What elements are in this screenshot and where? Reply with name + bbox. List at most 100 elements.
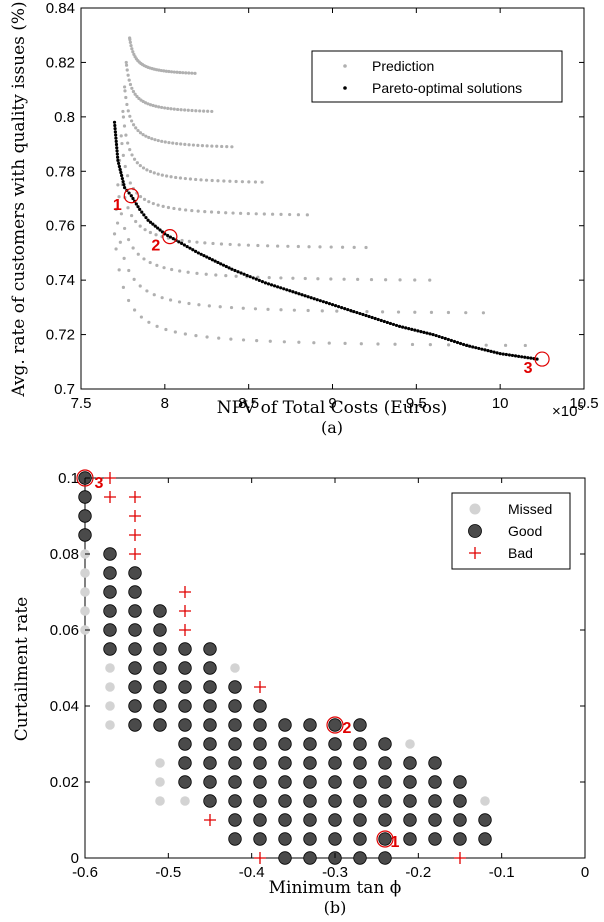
- pareto-point: [113, 127, 117, 131]
- bad-point: [254, 852, 266, 864]
- missed-point: [180, 796, 190, 806]
- good-point: [153, 680, 167, 694]
- prediction-point: [188, 177, 193, 181]
- good-point: [478, 813, 492, 827]
- pareto-point: [355, 310, 359, 315]
- chart-a-legend-box: [311, 50, 563, 103]
- prediction-point: [121, 153, 125, 157]
- prediction-point: [132, 277, 136, 281]
- chart-b-xtick-label: -0.4: [239, 864, 265, 881]
- chart-a-ytick-label: 0.74: [46, 272, 75, 289]
- good-point: [303, 794, 317, 808]
- prediction-point: [161, 204, 165, 208]
- good-point: [203, 699, 217, 713]
- prediction-point: [205, 335, 209, 339]
- prediction-point: [145, 168, 149, 172]
- prediction-point: [160, 139, 164, 143]
- prediction-point: [122, 124, 127, 128]
- good-point: [153, 642, 167, 656]
- prediction-point: [128, 82, 133, 87]
- prediction-point: [138, 224, 142, 228]
- prediction-point: [174, 175, 178, 180]
- good-point: [253, 794, 267, 808]
- good-point: [103, 642, 117, 656]
- prediction-point: [133, 92, 137, 96]
- prediction-point: [234, 274, 238, 278]
- good-point: [303, 851, 317, 865]
- prediction-point: [320, 309, 324, 313]
- pareto-point: [526, 356, 530, 360]
- good-point: [403, 813, 417, 827]
- prediction-point: [138, 284, 142, 288]
- prediction-point: [186, 270, 190, 274]
- prediction-point: [196, 209, 200, 213]
- missed-point: [105, 720, 115, 730]
- good-point: [203, 737, 217, 751]
- prediction-point: [253, 307, 258, 311]
- prediction-point: [170, 267, 174, 272]
- pareto-point: [205, 255, 209, 259]
- good-point: [303, 813, 317, 827]
- pareto-point: [185, 244, 189, 249]
- missed-point: [80, 606, 90, 616]
- prediction-point: [126, 206, 130, 210]
- pareto-point: [309, 296, 313, 300]
- pareto-point: [114, 133, 118, 137]
- prediction-point: [224, 274, 228, 278]
- chart-b-xtick-label: -0.3: [322, 864, 348, 881]
- good-point: [178, 756, 192, 770]
- prediction-point: [156, 138, 160, 143]
- pareto-point: [216, 260, 220, 265]
- good-point: [303, 832, 317, 846]
- prediction-point: [183, 142, 187, 146]
- pareto-point: [127, 191, 131, 195]
- bad-point: [204, 814, 216, 826]
- pareto-point: [213, 259, 217, 263]
- prediction-point: [114, 207, 118, 211]
- prediction-point: [523, 343, 527, 348]
- pareto-point: [428, 332, 432, 336]
- good-point: [403, 775, 417, 789]
- pareto-point: [391, 322, 396, 327]
- pareto-point: [114, 136, 118, 140]
- prediction-point: [169, 175, 173, 179]
- pareto-point: [397, 324, 402, 329]
- missed-point: [80, 587, 90, 597]
- prediction-point: [131, 123, 136, 127]
- prediction-point: [128, 148, 132, 152]
- prediction-point: [127, 268, 131, 273]
- prediction-point: [266, 244, 270, 248]
- pareto-point: [263, 281, 268, 285]
- bad-point: [254, 681, 266, 693]
- good-point: [328, 832, 342, 846]
- prediction-point: [205, 144, 209, 148]
- pareto-point: [498, 352, 502, 356]
- good-point: [153, 604, 167, 618]
- prediction-point: [484, 343, 488, 347]
- missed-point: [405, 739, 415, 749]
- prediction-point: [247, 180, 251, 184]
- legend-pareto-label: Pareto-optimal solutions: [372, 80, 522, 96]
- prediction-point: [118, 240, 122, 244]
- pareto-point: [257, 278, 261, 282]
- prediction-point: [266, 307, 270, 311]
- good-point: [378, 775, 392, 789]
- prediction-point: [181, 71, 185, 75]
- good-point: [128, 623, 142, 637]
- prediction-point: [142, 257, 146, 261]
- good-point: [328, 737, 342, 751]
- prediction-point: [202, 109, 206, 113]
- prediction-point: [163, 106, 167, 110]
- chart-b-ytick-label: 0.04: [50, 698, 79, 715]
- pareto-point: [272, 284, 277, 288]
- prediction-point: [214, 273, 218, 277]
- prediction-point: [183, 108, 187, 112]
- pareto-point: [276, 285, 280, 289]
- pareto-point: [230, 267, 234, 271]
- pareto-point: [196, 251, 200, 255]
- pareto-point: [318, 299, 322, 303]
- pareto-point: [153, 224, 157, 228]
- pareto-point: [510, 353, 515, 358]
- pareto-point: [315, 298, 319, 302]
- prediction-point: [167, 140, 171, 145]
